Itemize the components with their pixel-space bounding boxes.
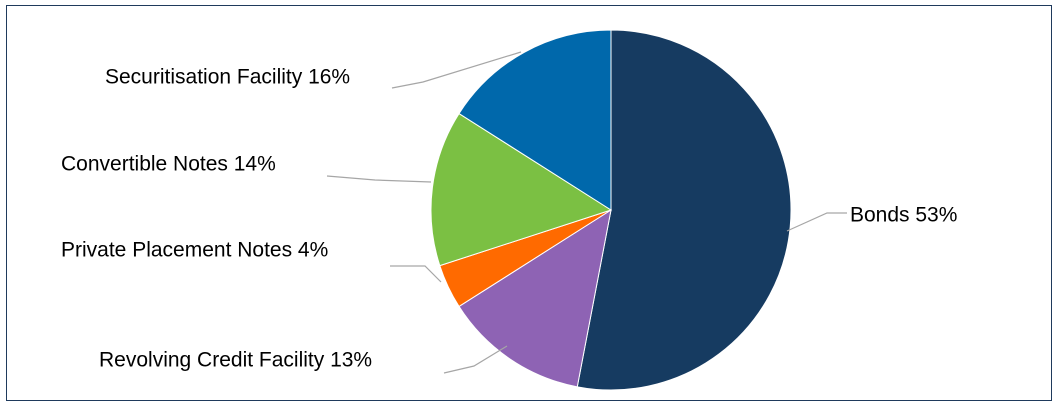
slice-securitisation-facility (458, 29, 612, 211)
slice-revolving-credit-facility (458, 208, 612, 388)
slice-convertible-notes (430, 112, 613, 267)
leader-line-private-placement-notes (390, 265, 442, 283)
label-convertible-notes: Convertible Notes 14% (61, 153, 276, 176)
leader-line-revolving-credit-facility (443, 345, 508, 374)
leader-line-bonds (786, 212, 847, 232)
pie-chart: Bonds 53% Revolving Credit Facility 13% Pr… (61, 29, 957, 391)
leader-lines (326, 51, 847, 374)
slice-bonds (576, 29, 792, 391)
label-revolving-credit-facility: Revolving Credit Facility 13% (99, 349, 372, 372)
label-private-placement-notes: Private Placement Notes 4% (61, 239, 328, 262)
label-bonds: Bonds 53% (850, 204, 957, 227)
pie-slices (430, 29, 792, 391)
label-securitisation-facility: Securitisation Facility 16% (105, 66, 350, 89)
slice-labels: Bonds 53% Revolving Credit Facility 13% Pr… (61, 66, 957, 372)
leader-line-securitisation-facility (391, 51, 522, 89)
chart-frame: Bonds 53% Revolving Credit Facility 13% Pr… (6, 5, 1052, 401)
leader-line-convertible-notes (326, 175, 432, 183)
